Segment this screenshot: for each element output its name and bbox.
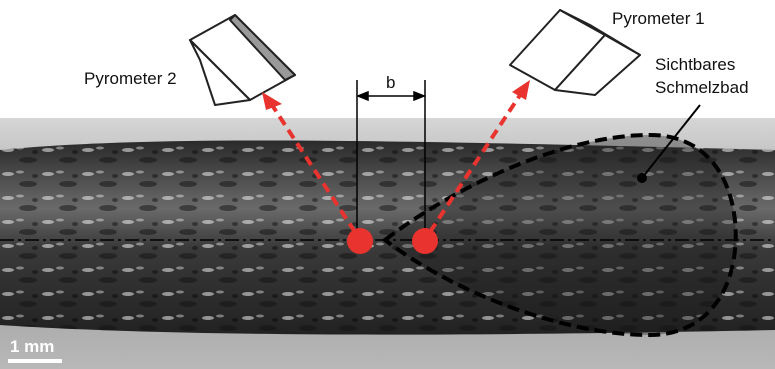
arrow-head xyxy=(512,80,530,100)
measurement-spot xyxy=(412,228,438,254)
page: Pyrometer 2 Pyrometer 1 b Sichtbares Sch… xyxy=(0,0,775,369)
leader-dot xyxy=(637,173,647,183)
label: Pyrometer 2 xyxy=(84,69,177,88)
diagram: Pyrometer 2 Pyrometer 1 b Sichtbares Sch… xyxy=(0,0,775,369)
measurement-spot xyxy=(347,228,373,254)
arrow-head xyxy=(262,92,282,110)
label: Sichtbares xyxy=(655,55,735,74)
pyrometer-2-cube xyxy=(190,15,295,105)
dimension-label: b xyxy=(386,73,395,92)
label: Schmelzbad xyxy=(655,78,749,97)
label: Pyrometer 1 xyxy=(612,9,705,28)
scale-label: 1 mm xyxy=(10,337,54,356)
